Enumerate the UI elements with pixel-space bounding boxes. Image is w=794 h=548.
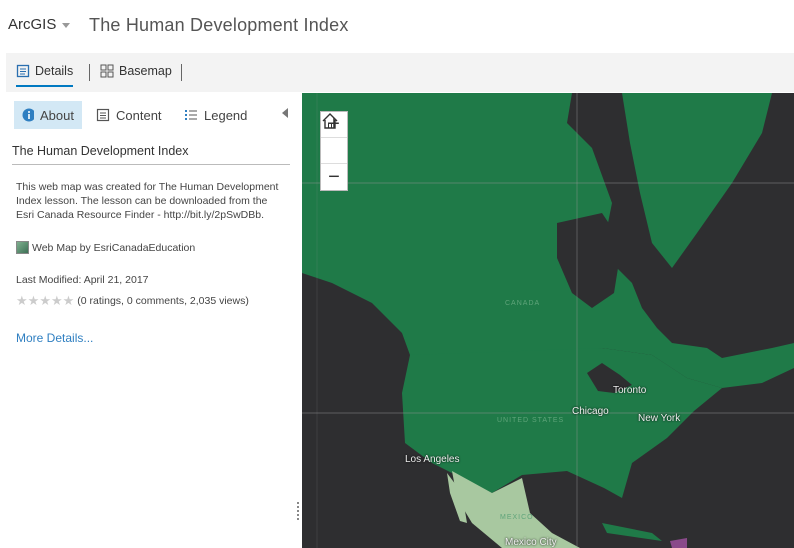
- zoom-out-button[interactable]: −: [328, 165, 340, 188]
- content-icon: [96, 108, 110, 122]
- toolbar-divider: [181, 64, 182, 81]
- canada-landmass: [302, 93, 794, 388]
- home-icon: [322, 113, 338, 129]
- tab-legend[interactable]: Legend: [176, 101, 255, 129]
- greenland-landmass: [622, 93, 772, 268]
- map-label-toronto: Toronto: [613, 385, 647, 396]
- side-panel: About Content Legend The Human Developme…: [0, 92, 300, 548]
- last-modified: Last Modified: April 21, 2017: [16, 274, 149, 286]
- brand-label: ArcGIS: [8, 16, 57, 33]
- mexico-landmass: [452, 471, 580, 548]
- map-label-chicago: Chicago: [572, 406, 609, 417]
- details-label: Details: [35, 64, 74, 78]
- tab-legend-label: Legend: [204, 107, 248, 123]
- tab-about-label: About: [40, 107, 74, 123]
- info-icon: [22, 108, 35, 122]
- toolbar-divider: [89, 64, 90, 81]
- map-label-mexico-city: Mexico City: [505, 537, 557, 548]
- legend-list-icon: [185, 110, 197, 120]
- collapse-panel-icon[interactable]: [282, 108, 288, 118]
- united-states-landmass: [402, 348, 722, 498]
- hudson-bay: [557, 213, 622, 308]
- great-lakes: [587, 363, 632, 393]
- map-view[interactable]: CANADA UNITED STATES MEXICO Toronto Chic…: [302, 93, 794, 548]
- map-label-new-york: New York: [638, 413, 681, 424]
- item-description: This web map was created for The Human D…: [16, 181, 279, 221]
- byline-text: Web Map by EsriCanadaEducation: [32, 241, 196, 254]
- item-title: The Human Development Index: [12, 144, 290, 165]
- tab-content-label: Content: [116, 107, 162, 123]
- star-icon[interactable]: ★: [50, 293, 63, 308]
- map-label-los-angeles: Los Angeles: [405, 454, 460, 465]
- baja-peninsula: [447, 473, 467, 523]
- star-icon[interactable]: ★: [62, 293, 75, 308]
- caret-down-icon: [62, 22, 71, 28]
- tab-about[interactable]: About: [14, 101, 82, 129]
- panel-splitter-handle[interactable]: [296, 500, 300, 524]
- map-label-canada: CANADA: [505, 300, 541, 307]
- tab-content[interactable]: Content: [88, 101, 170, 129]
- map-label-mexico: MEXICO: [500, 514, 534, 521]
- home-button[interactable]: [321, 113, 347, 164]
- details-icon: [16, 64, 30, 78]
- page-title: The Human Development Index: [89, 15, 349, 35]
- map-canvas: [302, 93, 794, 548]
- basemap-button[interactable]: Basemap: [100, 61, 172, 81]
- arcgis-menu[interactable]: ArcGIS: [8, 16, 71, 33]
- more-details-link[interactable]: More Details...: [16, 331, 94, 345]
- cuba-island: [602, 523, 662, 541]
- toolbar: Details Basemap: [6, 53, 794, 92]
- webmap-thumbnail-icon: [16, 241, 29, 254]
- star-icon[interactable]: ★: [16, 293, 28, 308]
- zoom-in-button[interactable]: +: [321, 112, 347, 138]
- ratings-text: (0 ratings, 0 comments, 2,035 views): [77, 294, 249, 307]
- details-button[interactable]: Details: [16, 61, 74, 87]
- app-header: ArcGIS The Human Development Index: [0, 0, 794, 52]
- ratings-row: ★ ★ ★ ★ ★ (0 ratings, 0 comments, 2,035 …: [16, 294, 249, 307]
- haiti-island: [670, 538, 687, 548]
- star-icon[interactable]: ★: [39, 293, 51, 308]
- map-label-united-states: UNITED STATES: [497, 417, 565, 424]
- basemap-label: Basemap: [119, 64, 172, 78]
- star-icon[interactable]: ★: [27, 293, 40, 308]
- basemap-grid-icon: [100, 64, 114, 78]
- zoom-control: + −: [320, 111, 348, 191]
- byline: Web Map by EsriCanadaEducation: [16, 241, 195, 254]
